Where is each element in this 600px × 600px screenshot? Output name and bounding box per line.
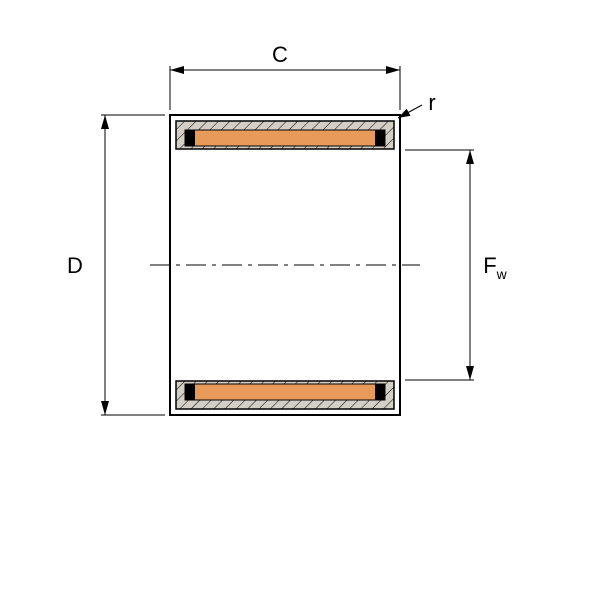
dim-c — [170, 66, 400, 110]
label-Fw: Fw — [483, 253, 507, 282]
label-D: D — [67, 253, 83, 278]
roller-bottom — [185, 384, 385, 400]
bearing-cross-section — [150, 115, 420, 415]
roller-top — [185, 130, 385, 146]
label-C: C — [272, 42, 288, 67]
label-r: r — [428, 90, 435, 115]
